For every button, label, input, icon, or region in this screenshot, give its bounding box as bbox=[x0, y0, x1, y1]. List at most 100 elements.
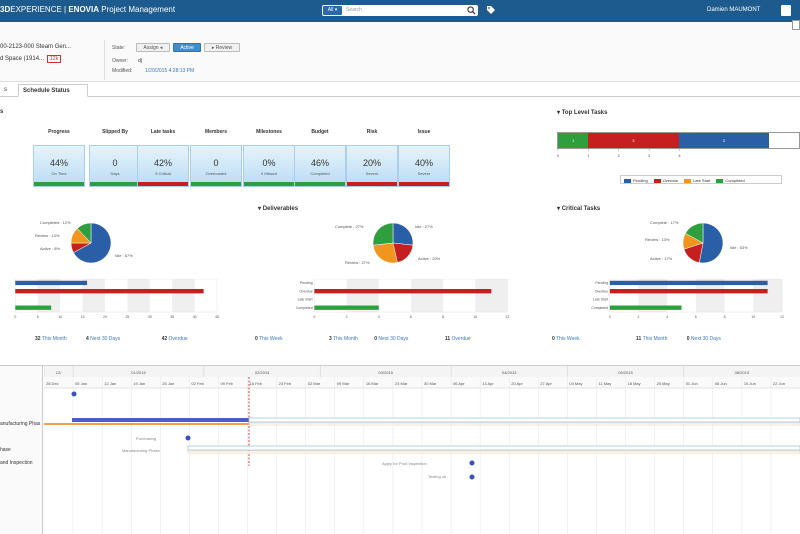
footer-link[interactable]: This Week bbox=[556, 336, 580, 342]
tag-icon[interactable] bbox=[486, 5, 496, 15]
top-level-segment[interactable]: 1 bbox=[558, 133, 589, 148]
state-current-button[interactable]: Active bbox=[173, 43, 201, 52]
footer-link[interactable]: Overdue bbox=[168, 336, 188, 342]
gantt-task-bar[interactable] bbox=[72, 418, 249, 422]
axis-tick-label: 45 bbox=[215, 315, 219, 319]
search-input[interactable]: Search bbox=[346, 7, 362, 13]
top-level-tasks-title[interactable]: ▾ Top Level Tasks bbox=[557, 110, 608, 116]
pie-label: Review : 27% bbox=[345, 260, 370, 265]
bar[interactable] bbox=[609, 305, 682, 310]
project-badge[interactable]: 12k bbox=[47, 55, 62, 63]
kpi-subtext: Days bbox=[110, 171, 120, 176]
kpi-header: Late tasks bbox=[150, 129, 176, 135]
state-next-button[interactable]: ▸ Review bbox=[204, 43, 240, 52]
gantt-task-name[interactable]: anufacturing Phas bbox=[0, 421, 41, 427]
gantt-task-name[interactable]: and Inspection bbox=[0, 460, 33, 466]
kpi-subtext: On Time bbox=[51, 171, 67, 176]
plot-area bbox=[15, 279, 218, 313]
kpi-header: Budget bbox=[311, 129, 329, 135]
search-bar[interactable]: All ▾ Search bbox=[322, 5, 478, 16]
legend-item[interactable]: Late Start bbox=[684, 178, 710, 183]
gantt-milestone[interactable] bbox=[185, 435, 191, 441]
kpi-status-bar bbox=[347, 182, 397, 186]
axis-tick-label: 0 bbox=[313, 315, 315, 319]
gantt-milestone[interactable] bbox=[469, 474, 475, 480]
bar[interactable] bbox=[314, 305, 379, 310]
search-scope-dropdown[interactable]: All ▾ bbox=[323, 6, 342, 15]
kpi-tile[interactable]: 0% 0 Missed bbox=[243, 145, 295, 187]
legend-label: Late Start bbox=[693, 178, 711, 183]
bar[interactable] bbox=[609, 289, 768, 294]
footer-link[interactable]: Next 30 Days bbox=[690, 336, 721, 342]
pie-slice[interactable] bbox=[76, 222, 92, 244]
gantt-day-label: 13 Apr bbox=[482, 381, 494, 386]
bar[interactable] bbox=[15, 289, 204, 294]
kpi-tile[interactable]: 0 Overloaded bbox=[190, 145, 242, 187]
footer-link[interactable]: Next 30 Days bbox=[90, 336, 121, 342]
bar[interactable] bbox=[609, 280, 768, 286]
legend-item[interactable]: Pending bbox=[624, 178, 648, 183]
bar-category-label: Late Start bbox=[298, 298, 313, 302]
project-subtitle: d Space (1914... 12k bbox=[0, 55, 62, 63]
kpi-status-bar bbox=[34, 182, 84, 186]
tab-schedule-status[interactable]: Schedule Status bbox=[18, 84, 88, 97]
bar-category-label: Overdue bbox=[299, 289, 312, 293]
footer-link[interactable]: Overdue bbox=[451, 336, 471, 342]
brand-app: ENOVIA bbox=[68, 5, 100, 14]
legend-item[interactable]: Completed bbox=[716, 178, 745, 183]
pie-label: Active : 20% bbox=[418, 256, 441, 261]
gantt-milestone[interactable] bbox=[469, 460, 475, 466]
modified-label: Modified: bbox=[112, 68, 133, 74]
footer-link[interactable]: This Month bbox=[333, 336, 358, 342]
pie-chart-critical bbox=[682, 222, 724, 264]
axis-tick-label: 5 bbox=[37, 315, 39, 319]
kpi-tile[interactable]: 44% On Time bbox=[33, 145, 85, 187]
gantt-task-bar[interactable] bbox=[187, 445, 800, 451]
gantt-month-label: 01/2015 bbox=[131, 370, 146, 375]
pie-slice[interactable] bbox=[73, 222, 112, 264]
bar[interactable] bbox=[314, 289, 492, 294]
search-icon[interactable] bbox=[467, 6, 476, 15]
footer-link[interactable]: This Month bbox=[41, 336, 67, 342]
bar[interactable] bbox=[15, 305, 52, 310]
gantt-timeline[interactable]: 28 Dec 05 Jan 12 Jan 19 Jan 26 Jan 02 Feb 09 F… bbox=[44, 366, 800, 534]
axis-tick-label: 0 bbox=[557, 153, 560, 158]
footer-link[interactable]: This Week bbox=[259, 336, 283, 342]
legend-item[interactable]: Overdue bbox=[653, 178, 678, 183]
user-name[interactable]: Damien MAUMONT bbox=[707, 7, 761, 13]
gantt-day-label: 22 Jun bbox=[773, 381, 785, 386]
critical-tasks-title[interactable]: ▾ Critical Tasks bbox=[557, 206, 601, 212]
footer-deliverables: 0 This Week 3 This Month 0 Next 30 Days … bbox=[255, 336, 471, 342]
kpi-tile[interactable]: 0 Days bbox=[89, 145, 141, 187]
kpi-tile[interactable]: 40% Severe bbox=[398, 145, 450, 187]
tab-summary[interactable]: s bbox=[4, 87, 7, 93]
state-prev-button[interactable]: Assign ◂ bbox=[136, 43, 170, 52]
owner-value[interactable]: dj bbox=[138, 58, 142, 64]
footer-link[interactable]: Next 30 Days bbox=[378, 336, 409, 342]
kpi-tile[interactable]: 46% Completed bbox=[294, 145, 346, 187]
axis-tick-label: 25 bbox=[125, 315, 129, 319]
gantt-task-name[interactable]: hase bbox=[0, 447, 11, 453]
footer-link[interactable]: This Month bbox=[642, 336, 668, 342]
pie-slice[interactable] bbox=[685, 222, 704, 244]
gantt-task-bar[interactable] bbox=[248, 417, 800, 423]
brand-logo[interactable]: 3DEXPERIENCE | ENOVIA Project Management bbox=[0, 5, 175, 14]
deliverables-title[interactable]: ▾ Deliverables bbox=[258, 206, 299, 212]
gantt-milestone[interactable] bbox=[71, 391, 77, 397]
panel-toggle-icon[interactable] bbox=[792, 20, 800, 30]
pie-slice[interactable] bbox=[372, 242, 398, 264]
gantt-day-label: 08 Jun bbox=[715, 381, 727, 386]
pie-slice[interactable] bbox=[698, 222, 724, 264]
pie-slice[interactable] bbox=[392, 222, 414, 246]
top-level-segment[interactable]: 3 bbox=[588, 133, 679, 148]
kpi-tile[interactable]: 20% Severe bbox=[346, 145, 398, 187]
gantt-day-label: 27 Apr bbox=[540, 381, 552, 386]
pie-label: Completed : 12% bbox=[40, 220, 71, 225]
gantt-month-label: 04/2015 bbox=[502, 370, 517, 375]
pie-slice[interactable] bbox=[372, 222, 394, 246]
bar[interactable] bbox=[15, 280, 88, 286]
top-level-segment[interactable]: 3 bbox=[678, 133, 769, 148]
kpi-tile[interactable]: 42% 5 Critical bbox=[137, 145, 189, 187]
user-avatar-icon[interactable] bbox=[781, 5, 791, 16]
